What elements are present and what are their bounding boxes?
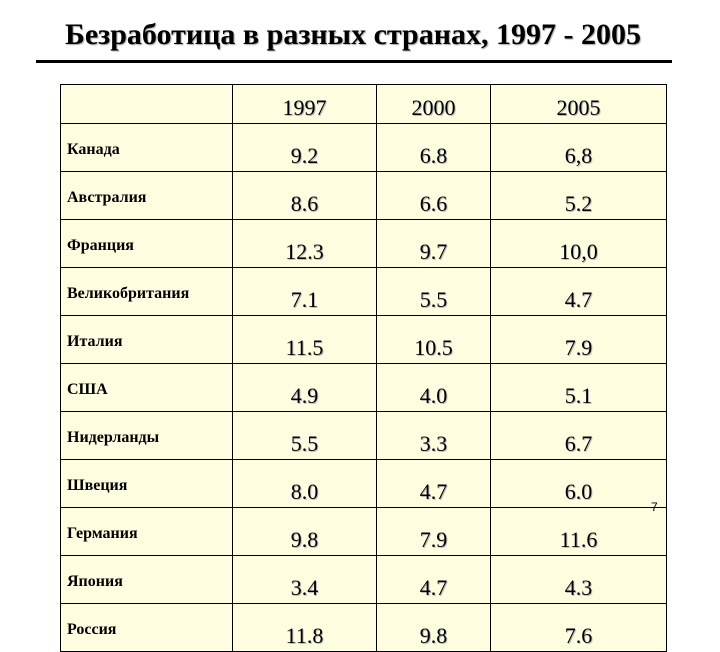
value-cell: 8.6 [232,171,377,220]
value-cell: 9.8 [376,603,491,652]
country-cell: Германия [60,507,233,556]
page-number: 7 [651,500,658,514]
table-row: Германия 9.8 7.9 11.6 [60,507,667,556]
value-cell: 10,0 [490,219,667,268]
table-row: Япония 3.4 4.7 4.3 [60,555,667,604]
country-cell: Россия [60,603,233,652]
country-cell: Франция [60,219,233,268]
year-header: 2005 [490,84,667,124]
country-cell: Канада [60,123,233,172]
value-cell: 6.0 [490,459,667,508]
country-cell: Нидерланды [60,411,233,460]
unemployment-table: 1997 2000 2005 Канада 9.2 6.8 6,8 Австра… [60,84,667,652]
value-cell: 9.2 [232,123,377,172]
value-cell: 7.9 [376,507,491,556]
value-cell: 4.7 [376,555,491,604]
country-cell: Великобритания [60,267,233,316]
table-row: Великобритания 7.1 5.5 4.7 [60,267,667,316]
year-header: 1997 [232,84,377,124]
value-cell: 9.8 [232,507,377,556]
value-cell: 5.1 [490,363,667,412]
value-cell: 7.9 [490,315,667,364]
value-cell: 4.7 [376,459,491,508]
value-cell: 5.2 [490,171,667,220]
value-cell: 8.0 [232,459,377,508]
header-empty-cell [60,84,233,124]
country-cell: Италия [60,315,233,364]
value-cell: 6,8 [490,123,667,172]
table-row: Швеция 8.0 4.7 6.0 [60,459,667,508]
value-cell: 4.3 [490,555,667,604]
country-cell: Швеция [60,459,233,508]
value-cell: 7.6 [490,603,667,652]
table-row: Франция 12.3 9.7 10,0 [60,219,667,268]
table-row: Италия 11.5 10.5 7.9 [60,315,667,364]
header-row: 1997 2000 2005 [60,84,667,124]
value-cell: 5.5 [232,411,377,460]
value-cell: 4.9 [232,363,377,412]
table-row: Канада 9.2 6.8 6,8 [60,123,667,172]
value-cell: 3.3 [376,411,491,460]
table-row: Россия 11.8 9.8 7.6 [60,603,667,652]
country-cell: Япония [60,555,233,604]
value-cell: 4.0 [376,363,491,412]
table-row: Нидерланды 5.5 3.3 6.7 [60,411,667,460]
value-cell: 11.5 [232,315,377,364]
year-header: 2000 [376,84,491,124]
value-cell: 9.7 [376,219,491,268]
title-underline [36,60,672,63]
value-cell: 6.6 [376,171,491,220]
country-cell: Австралия [60,171,233,220]
value-cell: 6.7 [490,411,667,460]
value-cell: 3.4 [232,555,377,604]
value-cell: 7.1 [232,267,377,316]
value-cell: 11.6 [490,507,667,556]
slide-title: Безработица в разных странах, 1997 - 200… [65,18,641,51]
table-row: США 4.9 4.0 5.1 [60,363,667,412]
value-cell: 4.7 [490,267,667,316]
table-row: Австралия 8.6 6.6 5.2 [60,171,667,220]
country-cell: США [60,363,233,412]
value-cell: 5.5 [376,267,491,316]
value-cell: 12.3 [232,219,377,268]
value-cell: 11.8 [232,603,377,652]
value-cell: 6.8 [376,123,491,172]
value-cell: 10.5 [376,315,491,364]
